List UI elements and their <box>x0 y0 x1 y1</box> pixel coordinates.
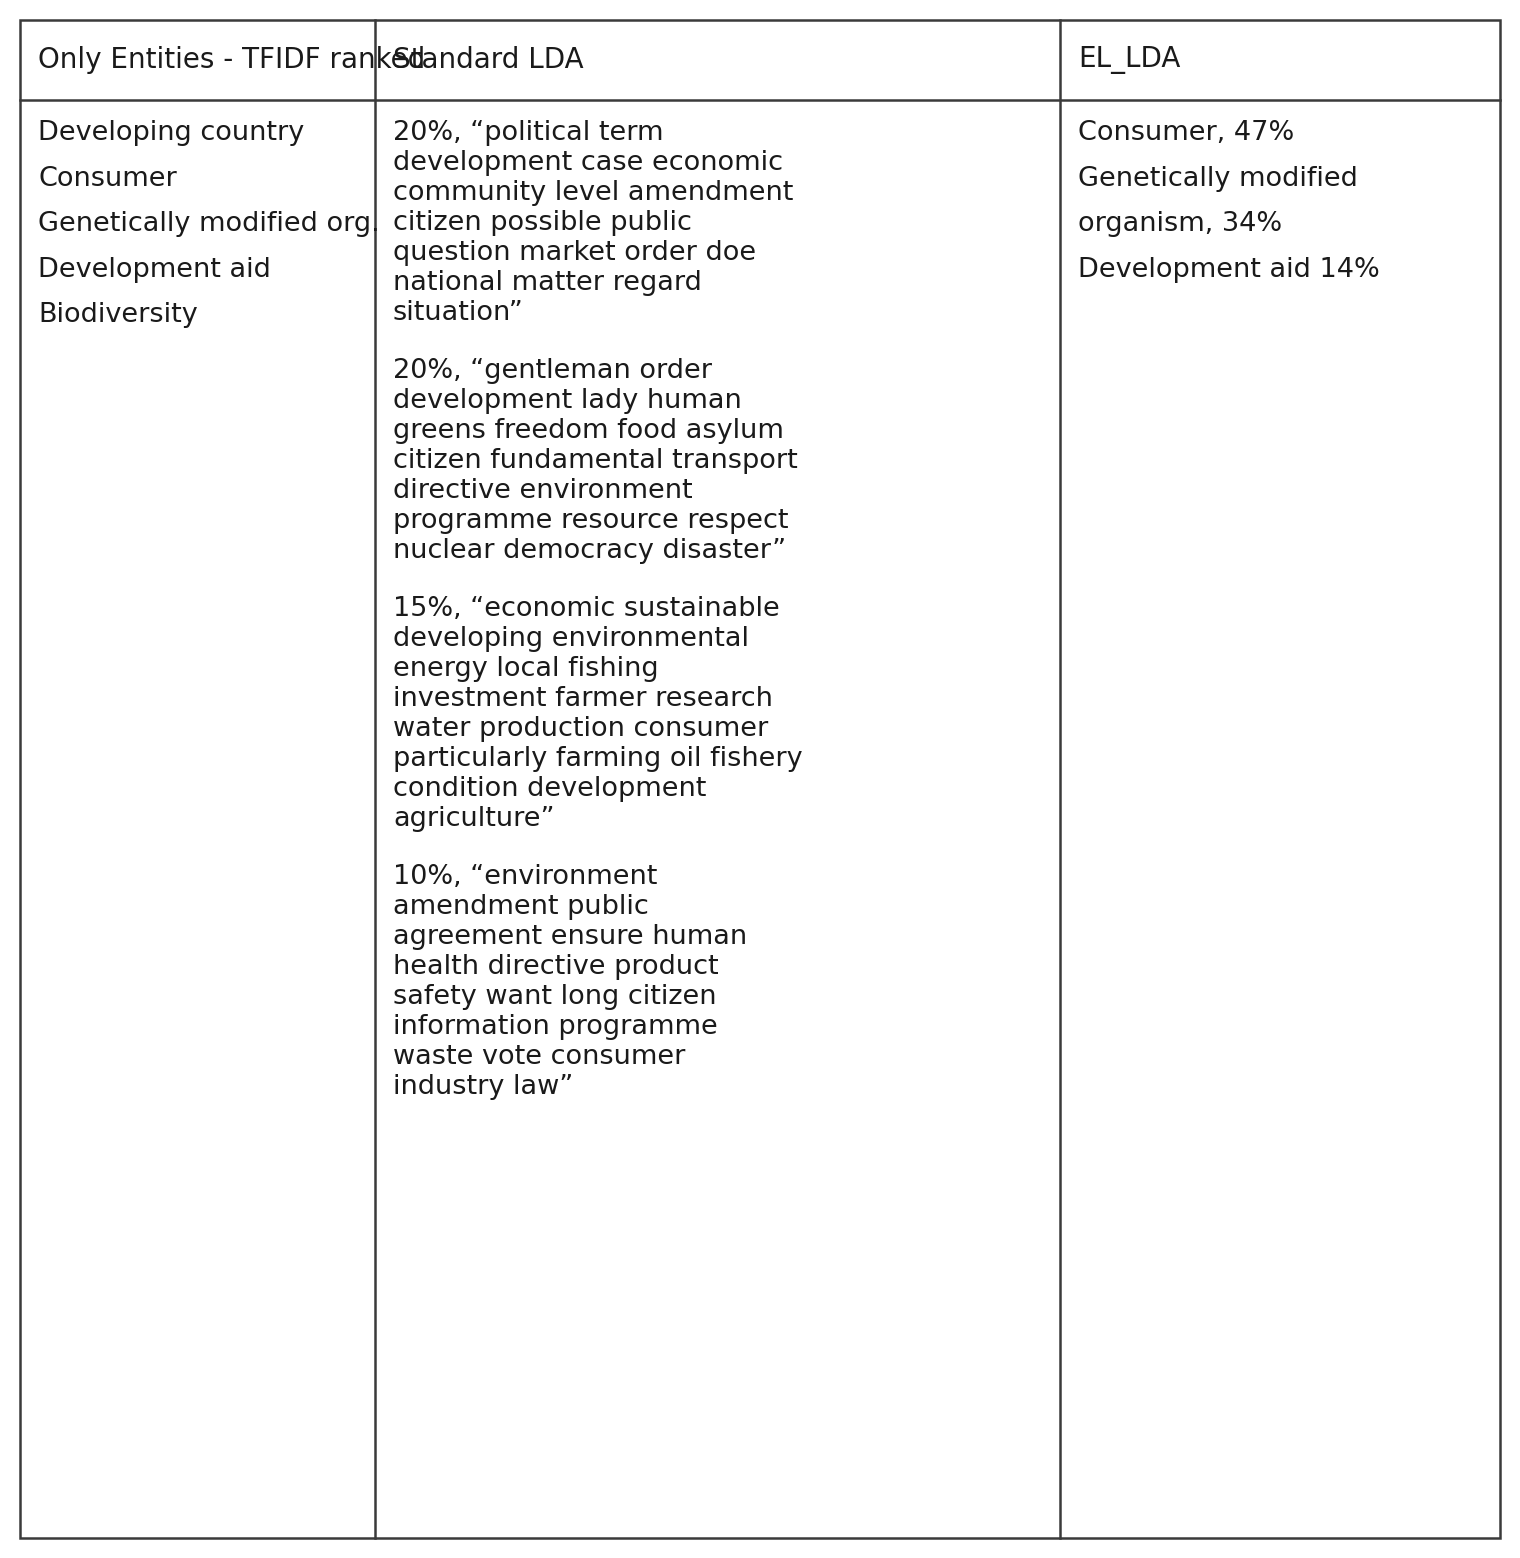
Text: nuclear democracy disaster”: nuclear democracy disaster” <box>394 538 786 564</box>
Text: programme resource respect: programme resource respect <box>394 508 789 534</box>
Text: safety want long citizen: safety want long citizen <box>394 985 716 1010</box>
Text: question market order doe: question market order doe <box>394 240 755 266</box>
Text: greens freedom food asylum: greens freedom food asylum <box>394 418 784 444</box>
Text: situation”: situation” <box>394 301 524 326</box>
Text: citizen fundamental transport: citizen fundamental transport <box>394 449 798 474</box>
Text: condition development: condition development <box>394 776 707 802</box>
Text: waste vote consumer: waste vote consumer <box>394 1044 686 1070</box>
Text: 20%, “gentleman order: 20%, “gentleman order <box>394 358 711 383</box>
Text: particularly farming oil fishery: particularly farming oil fishery <box>394 746 803 773</box>
Text: information programme: information programme <box>394 1014 717 1041</box>
Text: 10%, “environment: 10%, “environment <box>394 865 657 890</box>
Text: community level amendment: community level amendment <box>394 181 793 206</box>
Text: Biodiversity: Biodiversity <box>38 302 198 329</box>
Text: organism, 34%: organism, 34% <box>1078 212 1283 237</box>
Text: Standard LDA: Standard LDA <box>394 47 584 73</box>
Text: health directive product: health directive product <box>394 953 719 980</box>
Text: Development aid: Development aid <box>38 257 271 284</box>
Text: agreement ensure human: agreement ensure human <box>394 924 748 950</box>
Text: Only Entities - TFIDF ranked: Only Entities - TFIDF ranked <box>38 47 426 73</box>
Text: 15%, “economic sustainable: 15%, “economic sustainable <box>394 597 780 622</box>
Text: agriculture”: agriculture” <box>394 805 555 832</box>
Text: Development aid 14%: Development aid 14% <box>1078 257 1380 284</box>
Text: 20%, “political term: 20%, “political term <box>394 120 664 146</box>
Text: development lady human: development lady human <box>394 388 742 414</box>
Text: amendment public: amendment public <box>394 894 649 921</box>
Text: energy local fishing: energy local fishing <box>394 656 658 682</box>
Text: industry law”: industry law” <box>394 1073 573 1100</box>
Text: development case economic: development case economic <box>394 150 783 176</box>
Text: citizen possible public: citizen possible public <box>394 210 692 235</box>
Text: Consumer: Consumer <box>38 165 176 192</box>
Text: national matter regard: national matter regard <box>394 270 702 296</box>
Text: investment farmer research: investment farmer research <box>394 686 772 712</box>
Text: Consumer, 47%: Consumer, 47% <box>1078 120 1294 146</box>
Text: Genetically modified org.: Genetically modified org. <box>38 212 380 237</box>
Text: water production consumer: water production consumer <box>394 717 768 742</box>
Text: Genetically modified: Genetically modified <box>1078 165 1357 192</box>
Text: directive environment: directive environment <box>394 478 693 503</box>
Text: developing environmental: developing environmental <box>394 626 749 651</box>
Text: Developing country: Developing country <box>38 120 304 146</box>
Text: EL_LDA: EL_LDA <box>1078 47 1181 73</box>
